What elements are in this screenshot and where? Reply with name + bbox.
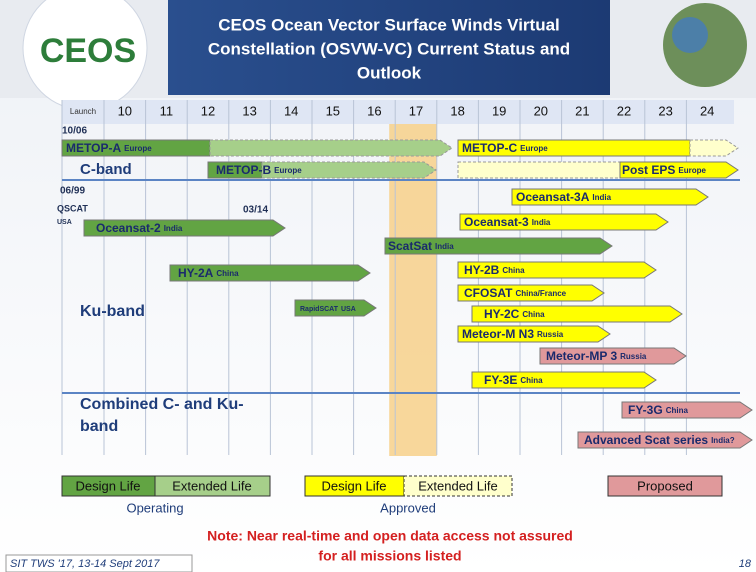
- mission-agency: Russia: [537, 330, 564, 339]
- mission-label: HY-2CChina: [484, 307, 545, 321]
- mission-name: FY-3E: [484, 373, 517, 387]
- year-label: 14: [284, 103, 298, 118]
- mission-agency: Europe: [124, 144, 152, 153]
- mission-name: FY-3G: [628, 403, 663, 417]
- mission-bar: [458, 162, 620, 178]
- mission-name: HY-2B: [464, 263, 500, 277]
- year-label: 11: [160, 103, 174, 118]
- year-label: 13: [242, 103, 256, 118]
- mission-agency: India: [164, 224, 183, 233]
- logo: CEOS: [40, 32, 136, 70]
- mission-name: CFOSAT: [464, 286, 513, 300]
- title: Outlook: [357, 63, 422, 82]
- mission-name: METOP-B: [216, 163, 271, 177]
- year-label: 22: [617, 103, 631, 118]
- year-label: 21: [575, 103, 589, 118]
- annotation: 10/06: [62, 126, 87, 137]
- annotation: QSCAT: [57, 203, 88, 213]
- mission-agency: China: [522, 310, 545, 319]
- launch-label: Launch: [70, 107, 96, 116]
- mission-name: HY-2A: [178, 266, 214, 280]
- mission-name: Meteor-MP 3: [546, 349, 617, 363]
- note: Note: Near real-time and open data acces…: [207, 528, 573, 544]
- band-label: Combined C- and Ku-: [80, 396, 244, 413]
- mission-name: Oceansat-3A: [516, 190, 590, 204]
- legend-label: Extended Life: [172, 478, 252, 493]
- mission-name: Post EPS: [622, 163, 675, 177]
- footer: SIT TWS '17, 13-14 Sept 2017: [10, 558, 160, 570]
- mission-agency: India: [435, 242, 454, 251]
- year-label: 10: [118, 103, 132, 118]
- mission-agency: China/France: [515, 289, 566, 298]
- legend-label: Extended Life: [418, 478, 498, 493]
- mission-name: Oceansat-2: [96, 221, 161, 235]
- annotation: USA: [57, 219, 72, 226]
- mission-agency: India: [592, 193, 611, 202]
- legend-caption: Approved: [380, 500, 436, 515]
- mission-agency: Russia: [620, 352, 647, 361]
- mission-agency: China: [216, 269, 239, 278]
- annotation: 03/14: [243, 205, 268, 216]
- legend-label: Proposed: [637, 478, 693, 493]
- band-label: band: [80, 418, 118, 435]
- slide: CEOS CEOS Ocean Vector Surface Winds Vir…: [0, 0, 756, 572]
- mission-agency: China: [666, 406, 689, 415]
- year-label: 23: [658, 103, 672, 118]
- mission-name: Advanced Scat series: [584, 433, 708, 447]
- legend-label: Design Life: [321, 478, 386, 493]
- mission-name: METOP-A: [66, 141, 121, 155]
- mission-agency: India?: [711, 436, 735, 445]
- legend-label: Design Life: [75, 478, 140, 493]
- mission-name: ScatSat: [388, 239, 432, 253]
- mission-agency: USA: [341, 306, 356, 313]
- mission-agency: India: [532, 218, 551, 227]
- mission-name: Meteor-M N3: [462, 327, 534, 341]
- mission-agency: Europe: [678, 166, 706, 175]
- year-label: 20: [534, 103, 548, 118]
- note: for all missions listed: [318, 548, 461, 564]
- mission-agency: China: [520, 376, 543, 385]
- band-label: Ku-band: [80, 303, 145, 320]
- mission-name: Oceansat-3: [464, 215, 529, 229]
- year-label: 12: [201, 103, 215, 118]
- year-label: 18: [450, 103, 464, 118]
- title: CEOS Ocean Vector Surface Winds Virtual: [218, 15, 560, 34]
- earth-image: [672, 17, 708, 53]
- year-label: 17: [409, 103, 423, 118]
- annotation: 06/99: [60, 186, 85, 197]
- legend-caption: Operating: [126, 500, 183, 515]
- mission-label: FY-3EChina: [484, 373, 543, 387]
- year-label: 15: [326, 103, 340, 118]
- page-number: 18: [739, 558, 752, 570]
- mission-agency: Europe: [520, 144, 548, 153]
- mission-name: METOP-C: [462, 141, 517, 155]
- mission-name: HY-2C: [484, 307, 520, 321]
- mission-name: RapidSCAT: [300, 306, 339, 313]
- year-label: 19: [492, 103, 506, 118]
- year-label: 16: [367, 103, 381, 118]
- mission-agency: Europe: [274, 166, 302, 175]
- title: Constellation (OSVW-VC) Current Status a…: [208, 39, 570, 58]
- band-label: C-band: [80, 161, 132, 178]
- year-label: 24: [700, 103, 714, 118]
- mission-bar: [210, 140, 452, 156]
- mission-agency: China: [502, 266, 525, 275]
